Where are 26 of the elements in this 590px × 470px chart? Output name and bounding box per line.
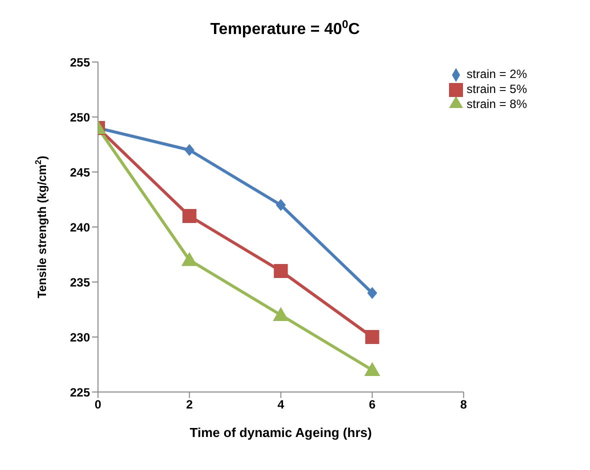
legend-label: strain = 2%	[466, 67, 527, 81]
chart-title: Temperature = 40$^{0}$C	[210, 19, 360, 38]
y-tick-label: 250	[70, 110, 90, 124]
point	[274, 264, 288, 278]
x-tick-label: 8	[460, 398, 468, 412]
point	[182, 209, 196, 223]
legend-label: strain = 5%	[466, 82, 527, 96]
x-tick-label: 0	[94, 398, 102, 412]
x-tick-label: 6	[368, 398, 376, 412]
point	[364, 362, 380, 376]
y-tick-label: 235	[70, 275, 90, 290]
point	[272, 307, 289, 321]
x-axis-title: Time of dynamic Ageing (hrs)	[190, 425, 372, 440]
point	[181, 252, 198, 266]
x-tick-label: 2	[186, 398, 194, 412]
y-tick-label: 255	[70, 55, 90, 70]
point	[367, 287, 378, 299]
point	[184, 144, 194, 156]
legend-label: strain = 8%	[466, 96, 527, 111]
x-tick-label: 4	[277, 398, 284, 412]
y-tick-label: 245	[70, 165, 90, 180]
y-tick-label: 225	[70, 385, 90, 400]
y-tick-label: 230	[70, 330, 90, 344]
point	[365, 330, 380, 344]
point	[276, 199, 286, 211]
y-tick-label: 240	[70, 220, 90, 234]
